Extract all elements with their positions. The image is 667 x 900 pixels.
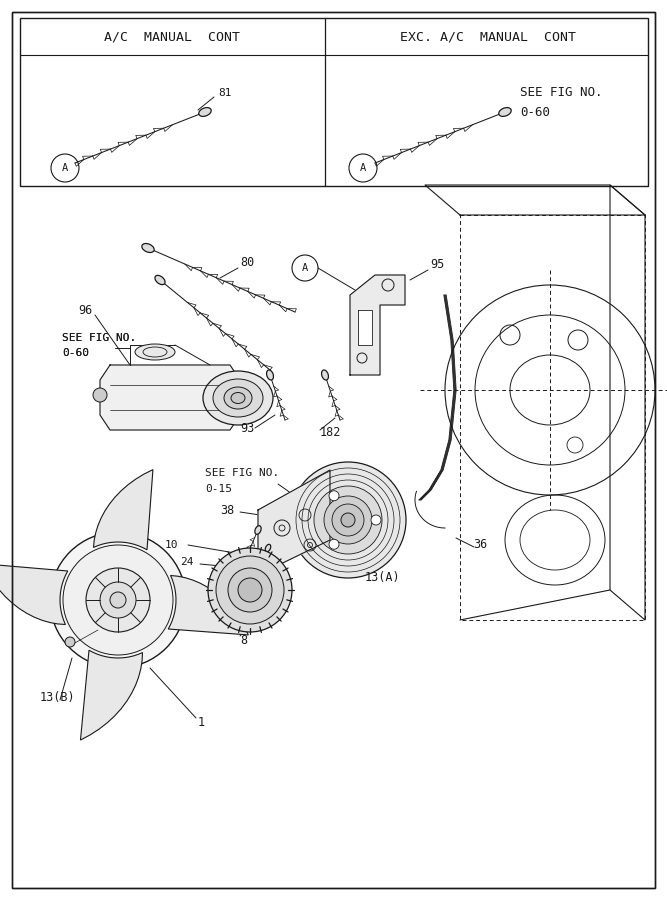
- Ellipse shape: [203, 371, 273, 425]
- Ellipse shape: [267, 370, 273, 380]
- Ellipse shape: [199, 108, 211, 116]
- Text: SEE FIG NO.: SEE FIG NO.: [205, 468, 279, 478]
- Ellipse shape: [142, 244, 154, 253]
- Circle shape: [290, 462, 406, 578]
- Text: 0-60: 0-60: [62, 348, 89, 358]
- Text: 10: 10: [165, 540, 179, 550]
- Text: 0-15: 0-15: [205, 484, 232, 494]
- Circle shape: [371, 515, 381, 525]
- Ellipse shape: [213, 379, 263, 417]
- Circle shape: [65, 637, 75, 647]
- Text: 81: 81: [218, 88, 231, 98]
- Circle shape: [314, 486, 382, 554]
- Circle shape: [100, 582, 136, 618]
- Polygon shape: [358, 310, 372, 345]
- Ellipse shape: [265, 544, 271, 552]
- Circle shape: [238, 578, 262, 602]
- Text: 38: 38: [220, 503, 234, 517]
- Text: A: A: [360, 163, 366, 173]
- Circle shape: [228, 568, 272, 612]
- Text: A/C  MANUAL  CONT: A/C MANUAL CONT: [104, 31, 240, 43]
- Ellipse shape: [499, 108, 511, 116]
- Circle shape: [332, 504, 364, 536]
- Circle shape: [216, 556, 284, 624]
- Text: EXC. A/C  MANUAL  CONT: EXC. A/C MANUAL CONT: [400, 31, 576, 43]
- Circle shape: [324, 496, 372, 544]
- Text: 95: 95: [430, 258, 444, 272]
- Ellipse shape: [135, 344, 175, 360]
- Text: SEE FIG NO.: SEE FIG NO.: [62, 333, 136, 343]
- Polygon shape: [81, 650, 143, 740]
- Ellipse shape: [155, 275, 165, 284]
- Polygon shape: [168, 575, 248, 634]
- Circle shape: [86, 568, 150, 632]
- Polygon shape: [0, 563, 68, 625]
- Text: 0-60: 0-60: [62, 348, 89, 358]
- Circle shape: [110, 592, 126, 608]
- Polygon shape: [350, 275, 405, 375]
- Text: 24: 24: [180, 557, 193, 567]
- Ellipse shape: [231, 392, 245, 403]
- Ellipse shape: [255, 526, 261, 535]
- Text: 182: 182: [320, 426, 342, 438]
- Text: 36: 36: [473, 538, 487, 552]
- Text: 13(A): 13(A): [365, 572, 401, 584]
- Circle shape: [208, 548, 292, 632]
- Text: SEE FIG NO.: SEE FIG NO.: [520, 86, 602, 100]
- Text: SEE FIG NO.: SEE FIG NO.: [62, 333, 136, 343]
- Text: 96: 96: [78, 303, 92, 317]
- Circle shape: [329, 539, 339, 549]
- Text: 8: 8: [240, 634, 247, 646]
- Text: 93: 93: [240, 421, 254, 435]
- Circle shape: [341, 513, 355, 527]
- Ellipse shape: [321, 370, 328, 380]
- Text: 13(B): 13(B): [40, 691, 75, 705]
- Polygon shape: [258, 470, 330, 575]
- Text: A: A: [62, 163, 68, 173]
- Circle shape: [329, 491, 339, 500]
- Circle shape: [63, 545, 173, 655]
- Circle shape: [50, 532, 186, 668]
- Circle shape: [93, 388, 107, 402]
- Polygon shape: [100, 365, 240, 430]
- Text: 80: 80: [240, 256, 254, 268]
- Polygon shape: [93, 470, 153, 550]
- Text: 1: 1: [198, 716, 205, 728]
- Bar: [20, 18, 648, 186]
- Ellipse shape: [224, 387, 252, 409]
- Text: A: A: [302, 263, 308, 273]
- Text: 0-60: 0-60: [520, 106, 550, 120]
